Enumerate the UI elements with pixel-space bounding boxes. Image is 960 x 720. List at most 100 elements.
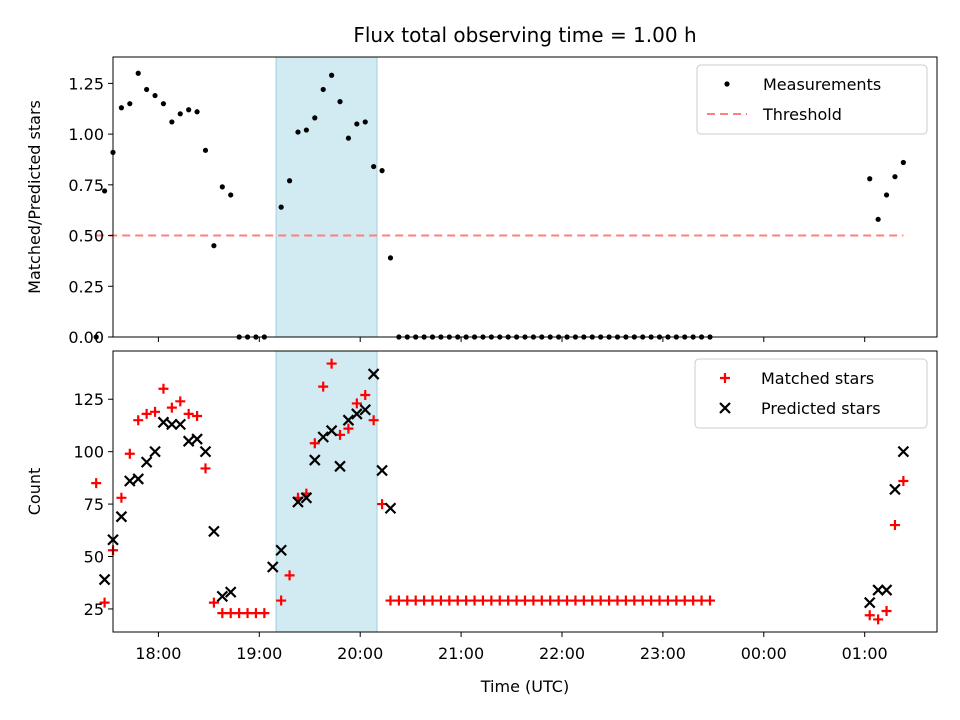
bottom-point-0-67	[662, 595, 673, 606]
bottom-point-0-4	[124, 448, 135, 459]
top-point-0-24	[303, 127, 309, 133]
bottom-point-0-75	[881, 606, 892, 617]
bottom-point-0-62	[620, 595, 631, 606]
top-point-0-26	[320, 86, 326, 93]
bottom-point-0-45	[477, 595, 488, 606]
top-point-0-28	[337, 99, 343, 105]
top-point-0-6	[144, 86, 150, 93]
bottom-point-1-9	[174, 418, 187, 431]
bottom-point-1-13	[208, 525, 220, 538]
bottom-y-axis-label: Count	[25, 468, 44, 516]
bottom-point-0-48	[503, 595, 514, 606]
top-point-0-22	[286, 178, 293, 184]
top-point-0-1	[101, 188, 108, 194]
bottom-point-0-12	[192, 411, 203, 422]
bottom-point-0-29	[343, 423, 354, 434]
bottom-point-0-26	[318, 381, 329, 392]
x-tick-label-2: 20:00	[337, 644, 383, 663]
bottom-point-0-59	[595, 595, 606, 606]
top-point-0-23	[295, 129, 301, 135]
bottom-point-0-21	[276, 595, 287, 606]
bottom-point-0-68	[671, 595, 682, 606]
top-point-0-33	[379, 168, 385, 174]
bottom-point-0-17	[234, 608, 245, 619]
bottom-point-1-0	[98, 573, 111, 586]
x-tick-label-4: 22:00	[539, 644, 585, 663]
bottom-point-1-11	[191, 433, 203, 445]
top-y-tick-label-4: 1.00	[68, 125, 104, 144]
top-legend: Measurements Threshold	[696, 64, 928, 135]
chart-title: Flux total observing time = 1.00 h	[353, 23, 696, 47]
bottom-point-0-6	[141, 408, 152, 419]
bottom-point-1-3	[124, 475, 136, 487]
bottom-point-0-16	[225, 608, 236, 619]
bottom-point-0-15	[217, 608, 228, 619]
bottom-point-1-17	[275, 544, 287, 556]
top-point-0-30	[354, 121, 360, 127]
bottom-point-0-36	[402, 595, 413, 606]
bottom-point-1-2	[115, 510, 128, 523]
top-point-0-12	[194, 109, 200, 115]
top-y-tick-label-1: 0.25	[68, 277, 104, 296]
bottom-point-0-60	[604, 595, 615, 606]
bottom-point-0-9	[166, 402, 177, 413]
x-tick-label-5: 23:00	[640, 644, 686, 663]
top-point-0-4	[127, 101, 133, 107]
bottom-point-0-66	[654, 595, 665, 606]
bottom-point-0-38	[419, 595, 430, 606]
top-point-0-10	[177, 111, 183, 117]
bottom-point-1-25	[351, 408, 363, 420]
bottom-y-tick-label-1: 50	[84, 548, 104, 567]
top-point-0-16	[228, 192, 234, 198]
bottom-point-0-11	[183, 408, 194, 419]
bottom-point-1-6	[149, 445, 161, 458]
bottom-point-0-73	[864, 610, 875, 621]
top-axes-frame	[112, 56, 938, 338]
bottom-point-0-47	[494, 595, 505, 606]
bottom-point-0-50	[520, 595, 530, 606]
bottom-point-0-30	[351, 398, 362, 409]
top-point-0-9	[169, 119, 175, 125]
bottom-legend-box	[694, 358, 928, 429]
bottom-point-0-64	[637, 595, 648, 606]
bottom-point-0-44	[469, 595, 480, 606]
bottom-point-0-39	[427, 595, 438, 606]
bottom-point-1-31	[872, 584, 884, 596]
top-y-tick-label-3: 0.75	[68, 176, 104, 195]
top-point-0-25	[312, 115, 318, 121]
bottom-point-0-7	[150, 406, 161, 417]
x-tick-label-3: 21:00	[438, 644, 484, 663]
top-point-0-74	[875, 216, 881, 222]
x-tick-label-6: 00:00	[741, 644, 787, 663]
top-point-0-8	[160, 101, 167, 107]
top-point-0-31	[362, 119, 368, 125]
top-point-0-15	[219, 184, 225, 190]
bottom-point-1-4	[132, 473, 145, 485]
top-point-0-13	[202, 147, 209, 153]
bottom-point-0-63	[629, 595, 640, 606]
top-point-0-21	[278, 204, 284, 210]
top-legend-label-1: Threshold	[762, 105, 842, 124]
bottom-point-1-7	[157, 416, 170, 429]
bottom-point-0-61	[612, 595, 623, 606]
bottom-point-0-25	[309, 438, 320, 449]
top-point-0-14	[211, 243, 217, 249]
bottom-point-0-56	[570, 595, 581, 606]
bottom-point-0-31	[360, 390, 371, 401]
top-point-0-0	[93, 334, 99, 340]
top-legend-handle-0	[724, 81, 730, 87]
bottom-series-1	[98, 368, 910, 609]
bottom-point-0-77	[898, 476, 909, 487]
bottom-point-0-65	[646, 595, 657, 606]
bottom-y-tick-label-3: 100	[73, 443, 104, 462]
bottom-point-0-18	[242, 608, 253, 619]
bottom-point-0-55	[562, 595, 573, 606]
top-point-0-34	[387, 255, 394, 261]
bottom-point-1-10	[182, 435, 195, 447]
top-point-0-11	[186, 107, 192, 113]
top-observing-window	[275, 56, 378, 338]
bottom-point-1-33	[889, 483, 901, 496]
bottom-point-0-42	[452, 595, 463, 606]
bottom-point-1-34	[897, 445, 910, 458]
